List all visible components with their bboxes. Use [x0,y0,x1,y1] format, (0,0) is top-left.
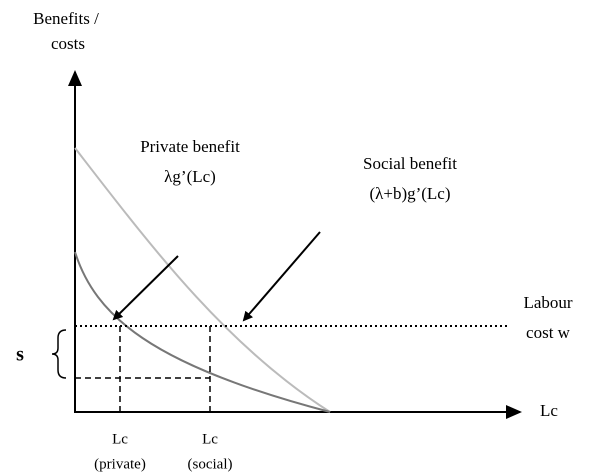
private-benefit-curve [74,251,331,413]
x-marker-label: Lc [112,431,128,447]
x-marker-sub: (social) [188,456,233,472]
y-axis-label: costs [51,34,85,53]
brace [51,329,67,379]
x-marker-label: Lc [202,431,218,447]
curve-label: Private benefit [140,137,240,156]
subsidy-label: s [16,344,24,366]
curve-formula: λg’(Lc) [164,167,216,186]
line-label: Labour [523,293,572,312]
y-axis-label: Benefits / [33,9,99,28]
x-marker-sub: (private) [94,456,146,472]
pointer-arrow [242,231,321,322]
curve-formula: (λ+b)g’(Lc) [369,184,450,203]
social-benefit-curve [74,147,331,413]
x-axis-label: Lc [540,401,558,420]
line-label: cost w [526,323,571,342]
curve-label: Social benefit [363,154,457,173]
pointer-arrow [112,255,179,321]
